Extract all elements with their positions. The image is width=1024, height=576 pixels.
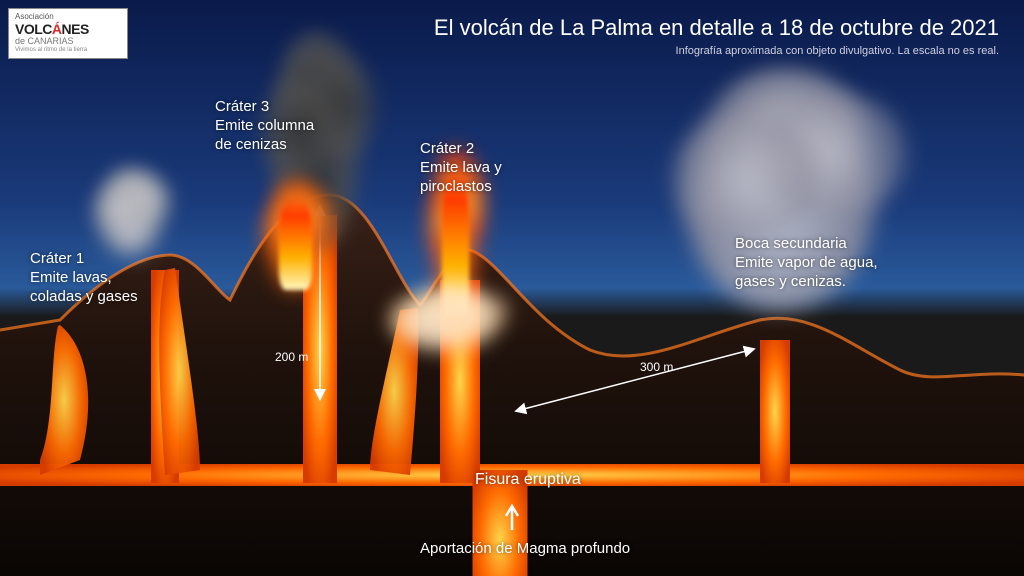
label-fisura: Fisura eruptiva: [475, 470, 581, 490]
source-logo: Asociación VOLCÁNES de CANARIAS Vivimos …: [8, 8, 128, 59]
logo-tag: Vivimos al ritmo de la tierra: [15, 47, 121, 54]
fire-column: [279, 197, 312, 291]
label-boca-secundaria: Boca secundaria Emite vapor de agua, gas…: [735, 235, 878, 291]
infographic-canvas: Asociación VOLCÁNES de CANARIAS Vivimos …: [0, 0, 1024, 576]
label-crater-1: Cráter 1 Emite lavas, coladas y gases: [30, 250, 138, 306]
label-crater-3: Cráter 3 Emite columna de cenizas: [215, 98, 314, 154]
logo-sub: de CANARIAS: [15, 37, 121, 47]
label-magma-profundo: Aportación de Magma profundo: [420, 540, 630, 559]
infographic-subtitle: Infografía aproximada con objeto divulga…: [676, 45, 999, 57]
logo-main: VOLCÁNES: [15, 22, 121, 37]
measure-height: 200 m: [275, 350, 308, 364]
infographic-title: El volcán de La Palma en detalle a 18 de…: [434, 15, 999, 41]
magma-conduit: [760, 340, 790, 483]
measure-width: 300 m: [640, 360, 673, 374]
label-crater-2: Cráter 2 Emite lava y piroclastos: [420, 140, 502, 196]
